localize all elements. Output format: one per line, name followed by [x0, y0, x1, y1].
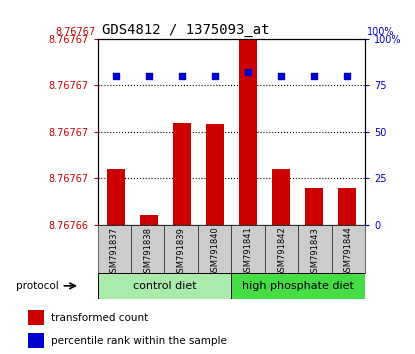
Text: GSM791837: GSM791837 — [110, 227, 119, 278]
Point — [311, 73, 317, 79]
Text: GSM791844: GSM791844 — [344, 227, 353, 278]
Bar — [239, 39, 257, 225]
Bar — [140, 216, 158, 225]
Text: GSM791842: GSM791842 — [277, 227, 286, 278]
Bar — [173, 122, 191, 225]
Point — [145, 73, 152, 79]
Point — [212, 73, 218, 79]
Bar — [28, 333, 44, 348]
Text: GSM791839: GSM791839 — [177, 227, 186, 278]
Bar — [107, 169, 125, 225]
Point — [344, 73, 350, 79]
Text: 8.76767: 8.76767 — [55, 27, 95, 37]
Bar — [305, 188, 323, 225]
Text: GDS4812 / 1375093_at: GDS4812 / 1375093_at — [102, 23, 269, 37]
Text: high phosphate diet: high phosphate diet — [242, 281, 354, 291]
Text: GSM791838: GSM791838 — [143, 227, 152, 278]
Point — [244, 69, 251, 75]
Text: GSM791843: GSM791843 — [310, 227, 320, 278]
Text: protocol: protocol — [16, 281, 59, 291]
Point — [112, 73, 119, 79]
Bar — [206, 124, 224, 225]
Text: control diet: control diet — [133, 281, 196, 291]
Point — [278, 73, 284, 79]
Bar — [338, 188, 356, 225]
Point — [178, 73, 185, 79]
Text: GSM791841: GSM791841 — [244, 227, 253, 278]
Text: transformed count: transformed count — [51, 313, 149, 323]
Text: percentile rank within the sample: percentile rank within the sample — [51, 336, 227, 346]
Bar — [28, 310, 44, 325]
Text: GSM791840: GSM791840 — [210, 227, 219, 278]
Text: 100%: 100% — [367, 27, 395, 37]
Bar — [272, 169, 290, 225]
